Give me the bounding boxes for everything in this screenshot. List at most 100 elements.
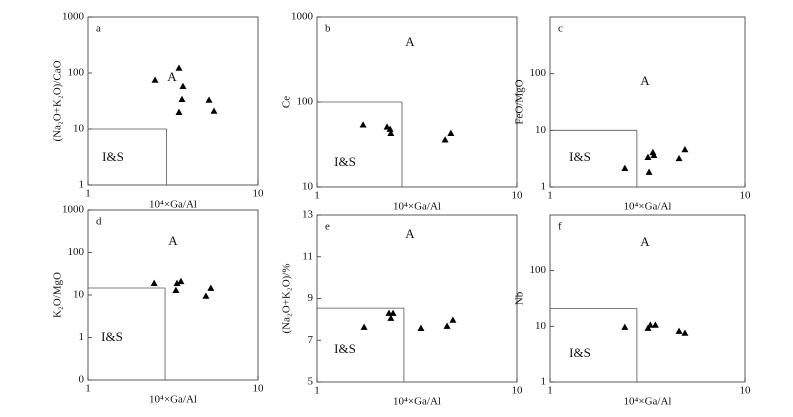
x-tick-label: 1: [314, 385, 320, 397]
scatter-point: [389, 309, 397, 316]
scatter-point: [151, 76, 159, 83]
scatter-point: [177, 277, 185, 285]
scatter-point: [646, 321, 654, 328]
panel-label: e: [325, 221, 330, 233]
y-tick-label: 9: [308, 292, 314, 304]
y-tick-label: 5: [308, 376, 314, 388]
scatter-point: [447, 129, 455, 136]
y-axis-label: Nb: [514, 291, 526, 305]
scatter-point: [681, 329, 689, 336]
x-tick-label: 1: [314, 190, 320, 202]
scatter-point: [202, 292, 210, 299]
scatter-point: [179, 82, 187, 90]
region-label: A: [640, 73, 650, 88]
scatter-point: [651, 321, 659, 328]
scatter-point: [386, 125, 394, 132]
y-tick-label: 10: [73, 123, 85, 135]
region-label: I&S: [334, 341, 356, 356]
y-tick-label: 10: [535, 320, 547, 332]
region-label: A: [405, 34, 415, 49]
plot-frame: [316, 214, 518, 383]
scatter-point: [621, 323, 629, 330]
region-label: A: [405, 226, 415, 241]
y-tick-label: 1000: [291, 11, 314, 23]
y-axis-label: Ce: [281, 96, 293, 108]
x-tick-label: 10: [253, 188, 265, 200]
x-axis-label: 10⁴×Ga/Al: [624, 396, 672, 408]
region-label: I&S: [102, 149, 124, 164]
panel-label: f: [558, 221, 562, 233]
x-tick-label: 1: [85, 188, 91, 200]
region-label: I&S: [334, 154, 356, 169]
x-tick-label: 10: [512, 190, 524, 202]
x-tick-label: 1: [85, 383, 91, 395]
scatter-point: [178, 95, 186, 103]
y-axis-label: (Na₂O+K₂O)/%: [281, 263, 293, 333]
scatter-point: [644, 153, 652, 160]
scatter-point: [675, 327, 683, 334]
scatter-point: [173, 279, 181, 286]
x-axis-label: 10⁴×Ga/Al: [393, 201, 441, 213]
plot-frame: [87, 16, 259, 186]
y-tick-label: 1: [79, 179, 85, 191]
x-axis-label: 10⁴×Ga/Al: [624, 201, 672, 213]
scatter-point: [387, 129, 395, 136]
x-tick-label: 10: [740, 190, 752, 202]
y-tick-label: 0: [79, 374, 85, 386]
plot-frame: [549, 214, 746, 383]
region-label: I&S: [569, 345, 591, 360]
y-tick-label: 7: [308, 334, 314, 346]
y-tick-label: 1000: [62, 11, 85, 23]
scatter-point: [645, 168, 653, 175]
y-tick-label: 11: [302, 250, 313, 262]
y-tick-label: 100: [68, 67, 85, 79]
x-axis-label: 10⁴×Ga/Al: [393, 396, 441, 408]
y-tick-label: 1: [541, 181, 547, 193]
y-axis-label: (Na₂O+K₂O)/CaO: [52, 60, 64, 141]
plot-frame: [549, 16, 746, 188]
y-tick-label: 100: [530, 67, 547, 79]
x-axis-label: 10⁴×Ga/Al: [149, 394, 197, 406]
scatter-point: [675, 154, 683, 162]
x-tick-label: 1: [547, 385, 553, 397]
x-tick-label: 10: [512, 385, 524, 397]
y-tick-label: 13: [302, 209, 314, 221]
region-label: I&S: [569, 149, 591, 164]
scatter-point: [175, 108, 183, 115]
y-tick-label: 10: [73, 289, 85, 301]
y-tick-label: 10: [302, 181, 314, 193]
scatter-point: [150, 279, 158, 286]
y-tick-label: 1: [79, 331, 85, 343]
panel-label: c: [558, 23, 563, 35]
region-label: A: [167, 69, 177, 84]
y-tick-label: 1: [541, 376, 547, 388]
scatter-point: [443, 322, 451, 329]
y-axis-label: K₂O/MgO: [52, 272, 64, 318]
region-label: A: [168, 233, 178, 248]
x-axis-label: 10⁴×Ga/Al: [149, 199, 197, 211]
scatter-point: [175, 64, 183, 71]
scatter-point: [644, 324, 652, 331]
region-label: A: [640, 234, 650, 249]
scatter-point: [681, 145, 689, 153]
x-tick-label: 10: [740, 385, 752, 397]
y-tick-label: 100: [68, 246, 85, 258]
y-tick-label: 100: [530, 264, 547, 276]
y-tick-label: 100: [297, 96, 314, 108]
scatter-point: [360, 323, 368, 330]
y-tick-label: 1000: [62, 204, 85, 216]
scatter-point: [172, 286, 180, 293]
panel-label: d: [96, 216, 102, 228]
panel-label: a: [96, 23, 101, 35]
panel-label: b: [325, 23, 331, 35]
y-axis-label: FeO/MgO: [514, 79, 526, 124]
scatter-point: [441, 136, 449, 143]
scatter-point: [387, 314, 395, 321]
scatter-point: [359, 121, 367, 128]
scatter-point: [621, 164, 629, 171]
scatter-point: [205, 96, 213, 103]
scatter-point: [650, 151, 658, 159]
scatter-point: [417, 324, 425, 331]
scatter-point: [207, 284, 215, 291]
